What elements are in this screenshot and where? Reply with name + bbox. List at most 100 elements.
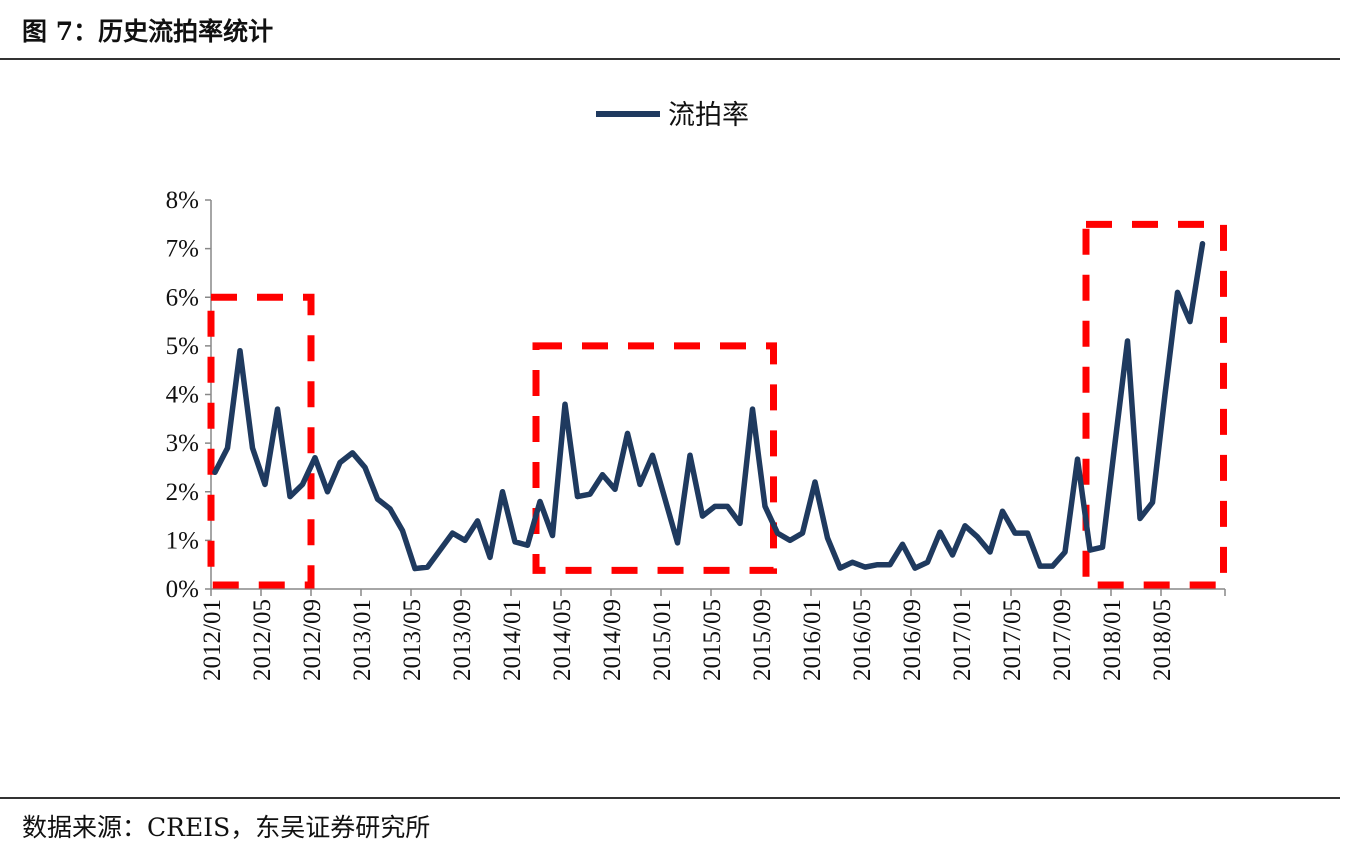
x-tick-label: 2013/01 [349, 599, 376, 681]
data-point [376, 498, 379, 501]
x-tick-label: 2014/01 [499, 599, 526, 681]
data-point [639, 483, 641, 486]
data-point [276, 408, 279, 411]
data-point [1114, 442, 1116, 445]
x-tick-label: 2018/05 [1149, 599, 1176, 681]
data-point [714, 505, 716, 508]
data-point [939, 531, 941, 534]
data-point [651, 454, 654, 457]
data-point [251, 446, 254, 449]
data-point [851, 561, 854, 564]
data-point [464, 539, 466, 542]
y-tick-label: 7% [166, 236, 199, 263]
data-point [476, 519, 479, 522]
x-tick-label: 2016/09 [899, 599, 926, 681]
data-point [626, 432, 629, 435]
data-point [589, 493, 591, 496]
source-note: 数据来源：CREIS，东吴证券研究所 [22, 813, 431, 842]
data-point [889, 563, 891, 566]
data-point [701, 515, 704, 518]
x-tick-label: 2013/09 [449, 599, 476, 681]
data-point [751, 408, 754, 411]
data-point [726, 505, 729, 508]
x-tick-label: 2017/01 [949, 599, 976, 681]
data-point [489, 556, 491, 559]
data-point [1189, 320, 1191, 323]
x-tick-label: 2013/05 [399, 599, 426, 681]
data-point [1026, 532, 1029, 535]
data-point [801, 532, 804, 535]
data-point [551, 534, 554, 537]
data-point [614, 488, 616, 491]
x-tick-label: 2017/05 [999, 599, 1026, 681]
data-point [951, 553, 954, 556]
y-tick-label: 5% [166, 333, 199, 360]
data-point [451, 532, 454, 535]
data-point [914, 567, 916, 570]
x-tick-label: 2015/05 [699, 599, 726, 681]
y-tick-label: 4% [166, 382, 199, 409]
data-point [664, 498, 666, 501]
data-point [689, 454, 691, 457]
data-point [301, 483, 304, 486]
data-point [826, 536, 829, 539]
series-line [212, 241, 1206, 572]
data-point [1201, 242, 1204, 245]
x-tick-label: 2015/01 [649, 599, 676, 681]
x-tick-label: 2014/09 [599, 599, 626, 681]
y-tick-label: 8% [166, 187, 199, 214]
data-point [289, 495, 291, 498]
data-point [239, 349, 241, 352]
data-point [326, 490, 329, 493]
data-point [864, 566, 866, 569]
data-point [1051, 565, 1054, 568]
data-point [1101, 546, 1104, 549]
data-point [976, 535, 979, 538]
data-point [676, 541, 679, 544]
data-point [526, 544, 529, 547]
data-point [1126, 340, 1129, 343]
data-point [314, 456, 316, 459]
data-point [1089, 549, 1091, 552]
data-point [1151, 501, 1154, 504]
data-point [876, 563, 879, 566]
data-point [989, 551, 991, 554]
figure-title: 图 7：历史流拍率统计 [22, 17, 274, 46]
data-point [1164, 393, 1166, 396]
x-tick-label: 2015/09 [749, 599, 776, 681]
x-tick-label: 2016/01 [799, 599, 826, 681]
data-point [264, 483, 266, 486]
data-point [1001, 510, 1004, 513]
data-point [351, 451, 354, 454]
bottom-divider [0, 797, 1340, 799]
data-point [789, 539, 791, 542]
data-point [839, 567, 841, 570]
highlight-box [207, 293, 315, 589]
data-point [576, 495, 579, 498]
x-tick-label: 2017/09 [1049, 599, 1076, 681]
data-point [439, 549, 441, 552]
data-point [601, 473, 604, 476]
data-point [1014, 532, 1016, 535]
data-point [1064, 551, 1066, 554]
y-tick-label: 1% [166, 527, 199, 554]
top-divider [0, 58, 1340, 60]
data-point [401, 529, 404, 532]
data-point [1076, 458, 1079, 461]
data-point [814, 481, 816, 484]
y-tick-label: 2% [166, 479, 199, 506]
data-point [926, 561, 929, 564]
x-tick-label: 2012/01 [199, 599, 226, 681]
y-tick-label: 3% [166, 430, 199, 457]
data-point [1139, 517, 1141, 520]
data-point [539, 500, 541, 503]
x-tick-label: 2016/05 [849, 599, 876, 681]
data-point [214, 471, 216, 474]
legend: 流拍率 [596, 100, 749, 131]
data-point [389, 507, 391, 510]
data-point [414, 567, 416, 570]
data-point [964, 524, 966, 527]
data-point [226, 446, 229, 449]
data-point [776, 532, 779, 535]
